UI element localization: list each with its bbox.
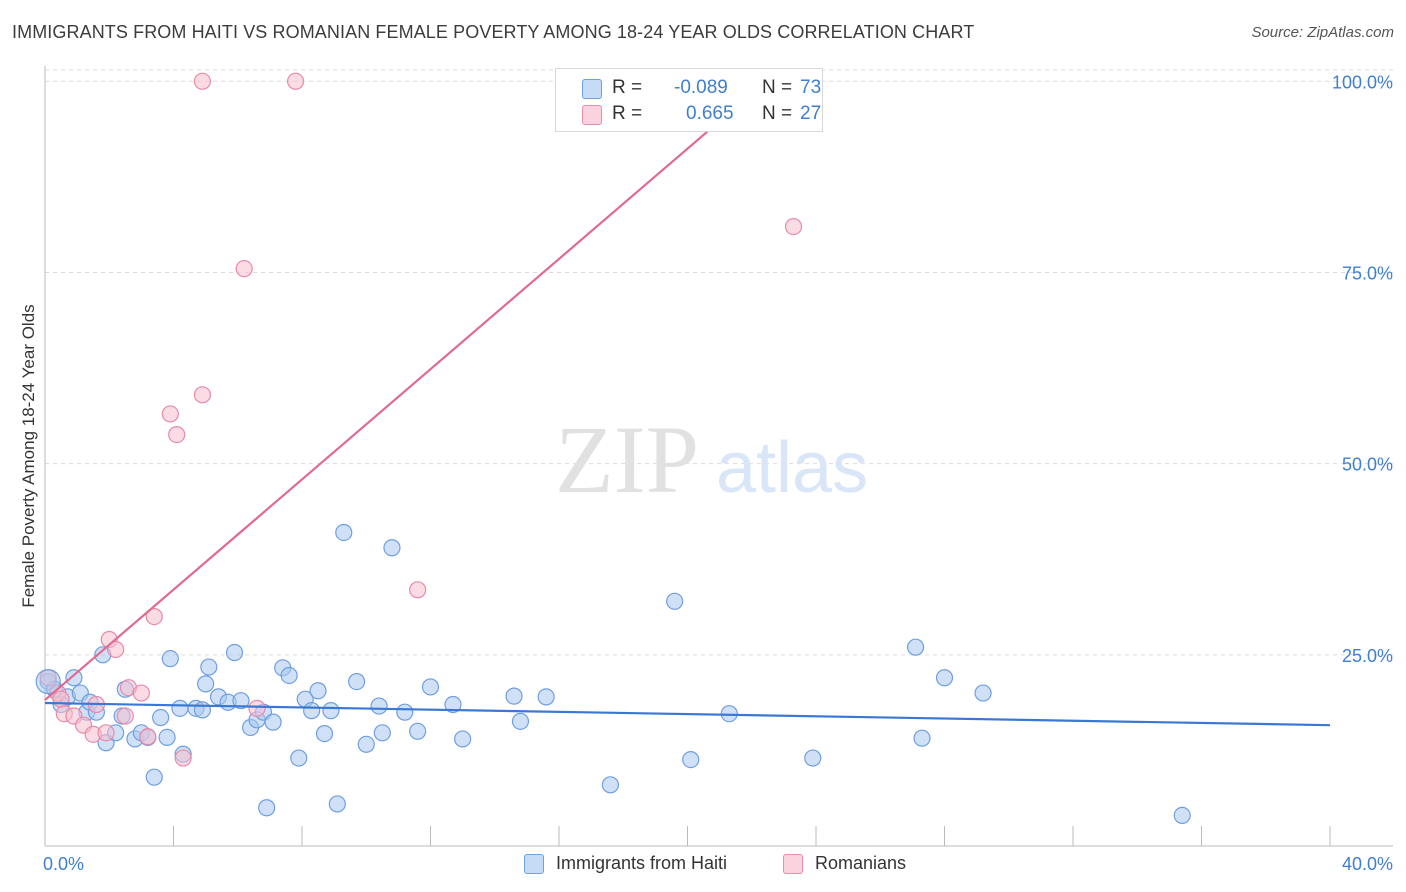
y-tick-label: 75.0% bbox=[1342, 263, 1393, 283]
data-point bbox=[421, 678, 440, 696]
data-point bbox=[193, 701, 212, 719]
legend-r-value-romanians: 0.665 bbox=[686, 103, 734, 124]
data-point bbox=[315, 724, 334, 743]
data-point bbox=[906, 638, 925, 656]
data-point bbox=[235, 260, 253, 278]
data-point bbox=[168, 425, 186, 444]
data-point bbox=[444, 695, 462, 714]
data-point bbox=[158, 728, 176, 747]
data-point bbox=[409, 581, 427, 599]
chart-title: IMMIGRANTS FROM HAITI VS ROMANIAN FEMALE… bbox=[12, 22, 975, 42]
data-point bbox=[505, 687, 523, 705]
data-point bbox=[370, 697, 388, 715]
data-point bbox=[193, 386, 212, 404]
data-point bbox=[139, 728, 157, 746]
data-point bbox=[116, 707, 134, 725]
bottom-legend-haiti: Immigrants from Haiti bbox=[524, 852, 764, 876]
legend-n-label: N = bbox=[762, 103, 793, 124]
data-point bbox=[200, 658, 218, 676]
data-point bbox=[335, 523, 353, 542]
data-point bbox=[264, 713, 282, 731]
data-point bbox=[97, 724, 115, 742]
watermark-atlas: atlas bbox=[716, 428, 868, 508]
correlation-legend: R = -0.089 N = 73 R = 0.665 N = 27 bbox=[555, 68, 823, 132]
data-point bbox=[666, 592, 684, 610]
legend-r-label: R = bbox=[612, 77, 643, 98]
data-point bbox=[409, 722, 427, 740]
legend-r-value-haiti: -0.089 bbox=[674, 77, 728, 98]
data-point bbox=[1173, 806, 1191, 825]
data-point bbox=[174, 749, 192, 767]
trend-line-haiti bbox=[44, 701, 1331, 727]
data-point bbox=[161, 405, 179, 423]
legend-r-label: R = bbox=[612, 103, 643, 124]
watermark: ZIP atlas bbox=[555, 406, 868, 513]
x-tick-label: 40.0% bbox=[1342, 854, 1393, 874]
data-point bbox=[935, 669, 954, 687]
source-label: Source: ZipAtlas.com bbox=[1251, 24, 1394, 41]
tick-labels: 25.0% 50.0% 75.0% 100.0% 0.0% 40.0% bbox=[43, 72, 1393, 874]
legend-n-value-romanians: 27 bbox=[800, 103, 822, 124]
data-point bbox=[804, 749, 822, 767]
data-point bbox=[328, 795, 346, 813]
data-point bbox=[161, 650, 179, 668]
data-point bbox=[357, 735, 375, 753]
bottom-legend-label-haiti: Immigrants from Haiti bbox=[556, 853, 728, 873]
data-point bbox=[601, 776, 620, 794]
data-point bbox=[682, 750, 700, 769]
data-point bbox=[65, 669, 83, 687]
data-point bbox=[35, 668, 61, 695]
data-point bbox=[248, 699, 266, 717]
data-point bbox=[258, 799, 276, 817]
data-point bbox=[52, 690, 70, 708]
legend-swatch-haiti bbox=[582, 79, 602, 99]
legend-n-label: N = bbox=[762, 77, 793, 98]
legend-n-value-haiti: 73 bbox=[800, 77, 822, 98]
bottom-legend-label-romanians: Romanians bbox=[815, 853, 907, 873]
data-point bbox=[511, 712, 530, 730]
data-point bbox=[322, 702, 340, 720]
data-point bbox=[280, 666, 298, 685]
series-haiti bbox=[39, 523, 1191, 825]
data-point bbox=[232, 692, 250, 710]
data-point bbox=[107, 640, 125, 659]
y-tick-label: 25.0% bbox=[1342, 646, 1393, 666]
data-point bbox=[197, 675, 215, 693]
data-point bbox=[171, 699, 189, 717]
data-point bbox=[537, 688, 555, 706]
data-point bbox=[303, 702, 321, 720]
data-point bbox=[309, 682, 327, 700]
data-point bbox=[193, 72, 212, 90]
data-point bbox=[454, 730, 472, 748]
data-point bbox=[396, 703, 414, 721]
data-point bbox=[913, 729, 931, 747]
data-point bbox=[152, 708, 170, 727]
trend-line-romanians bbox=[44, 78, 769, 701]
data-point bbox=[974, 684, 992, 702]
y-axis-label: Female Poverty Among 18-24 Year Olds bbox=[19, 304, 38, 607]
axes bbox=[44, 66, 1393, 847]
data-point bbox=[290, 749, 308, 767]
bottom-legend-swatch-romanians bbox=[783, 854, 803, 874]
bottom-legend-romanians: Romanians bbox=[783, 852, 943, 876]
legend-swatch-romanians bbox=[582, 105, 602, 125]
trend-lines bbox=[44, 78, 1331, 727]
data-points bbox=[35, 72, 1191, 825]
data-point bbox=[373, 724, 391, 742]
bottom-legend-swatch-haiti bbox=[524, 854, 544, 874]
data-point bbox=[286, 72, 305, 90]
grid-lines bbox=[45, 69, 1393, 656]
data-point bbox=[145, 768, 163, 786]
y-tick-label: 50.0% bbox=[1342, 455, 1393, 475]
data-point bbox=[784, 217, 803, 236]
y-tick-label: 100.0% bbox=[1332, 72, 1393, 92]
watermark-zip: ZIP bbox=[555, 406, 699, 513]
x-tick-label: 0.0% bbox=[43, 854, 84, 874]
data-point bbox=[132, 684, 150, 702]
data-point bbox=[348, 672, 366, 691]
data-point bbox=[383, 539, 401, 557]
data-point bbox=[225, 643, 244, 662]
data-point bbox=[145, 607, 163, 626]
